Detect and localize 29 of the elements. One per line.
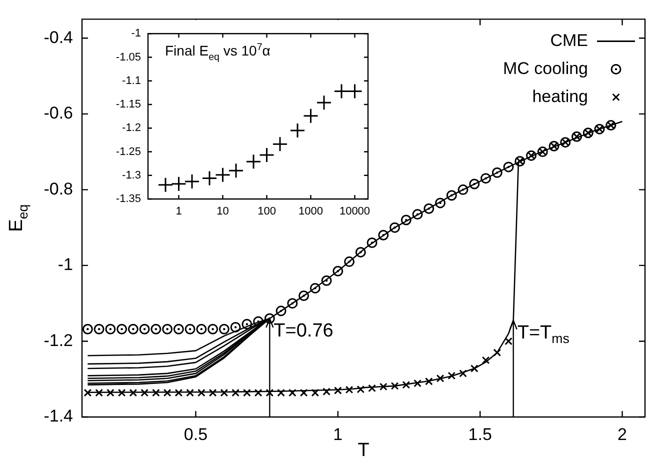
y-tick-label: -0.8	[44, 179, 73, 198]
x-tick-label: 2	[618, 424, 627, 444]
y-tick-label: -1.25	[116, 146, 141, 158]
x-tick-label: 0.5	[184, 424, 208, 444]
x-tick-label: 10000	[339, 206, 370, 218]
x-axis-title: T	[358, 440, 370, 459]
y-tick-label: -1	[131, 28, 141, 40]
y-tick-label: -0.4	[44, 28, 73, 47]
x-tick-label: 10	[216, 206, 229, 218]
y-axis-title: Eeq	[6, 204, 31, 232]
x-tick-label: 1	[333, 424, 343, 444]
y-tick-label: -1.3	[122, 169, 141, 182]
x-tick-label: 1.5	[468, 424, 492, 444]
y-tick-label: -1.2	[44, 330, 73, 350]
legend-label: CME	[550, 30, 588, 50]
y-tick-label: -1.15	[116, 98, 141, 111]
y-tick-label: -1.05	[116, 51, 141, 64]
legend-label: heating	[532, 86, 588, 106]
x-tick-label: 1000	[298, 206, 323, 218]
y-tick-label: -1.4	[44, 406, 73, 426]
y-tick-label: -1.35	[116, 193, 141, 206]
x-tick-label: 1	[176, 206, 182, 218]
annotation: T=0.76	[274, 320, 334, 342]
y-tick-label: -0.6	[44, 104, 73, 123]
y-tick-label: -1.2	[122, 122, 141, 134]
y-tick-label: -1	[58, 255, 73, 274]
y-tick-label: -1.1	[122, 74, 141, 87]
x-tick-label: 100	[258, 206, 276, 218]
legend-label: MC cooling	[502, 58, 588, 78]
